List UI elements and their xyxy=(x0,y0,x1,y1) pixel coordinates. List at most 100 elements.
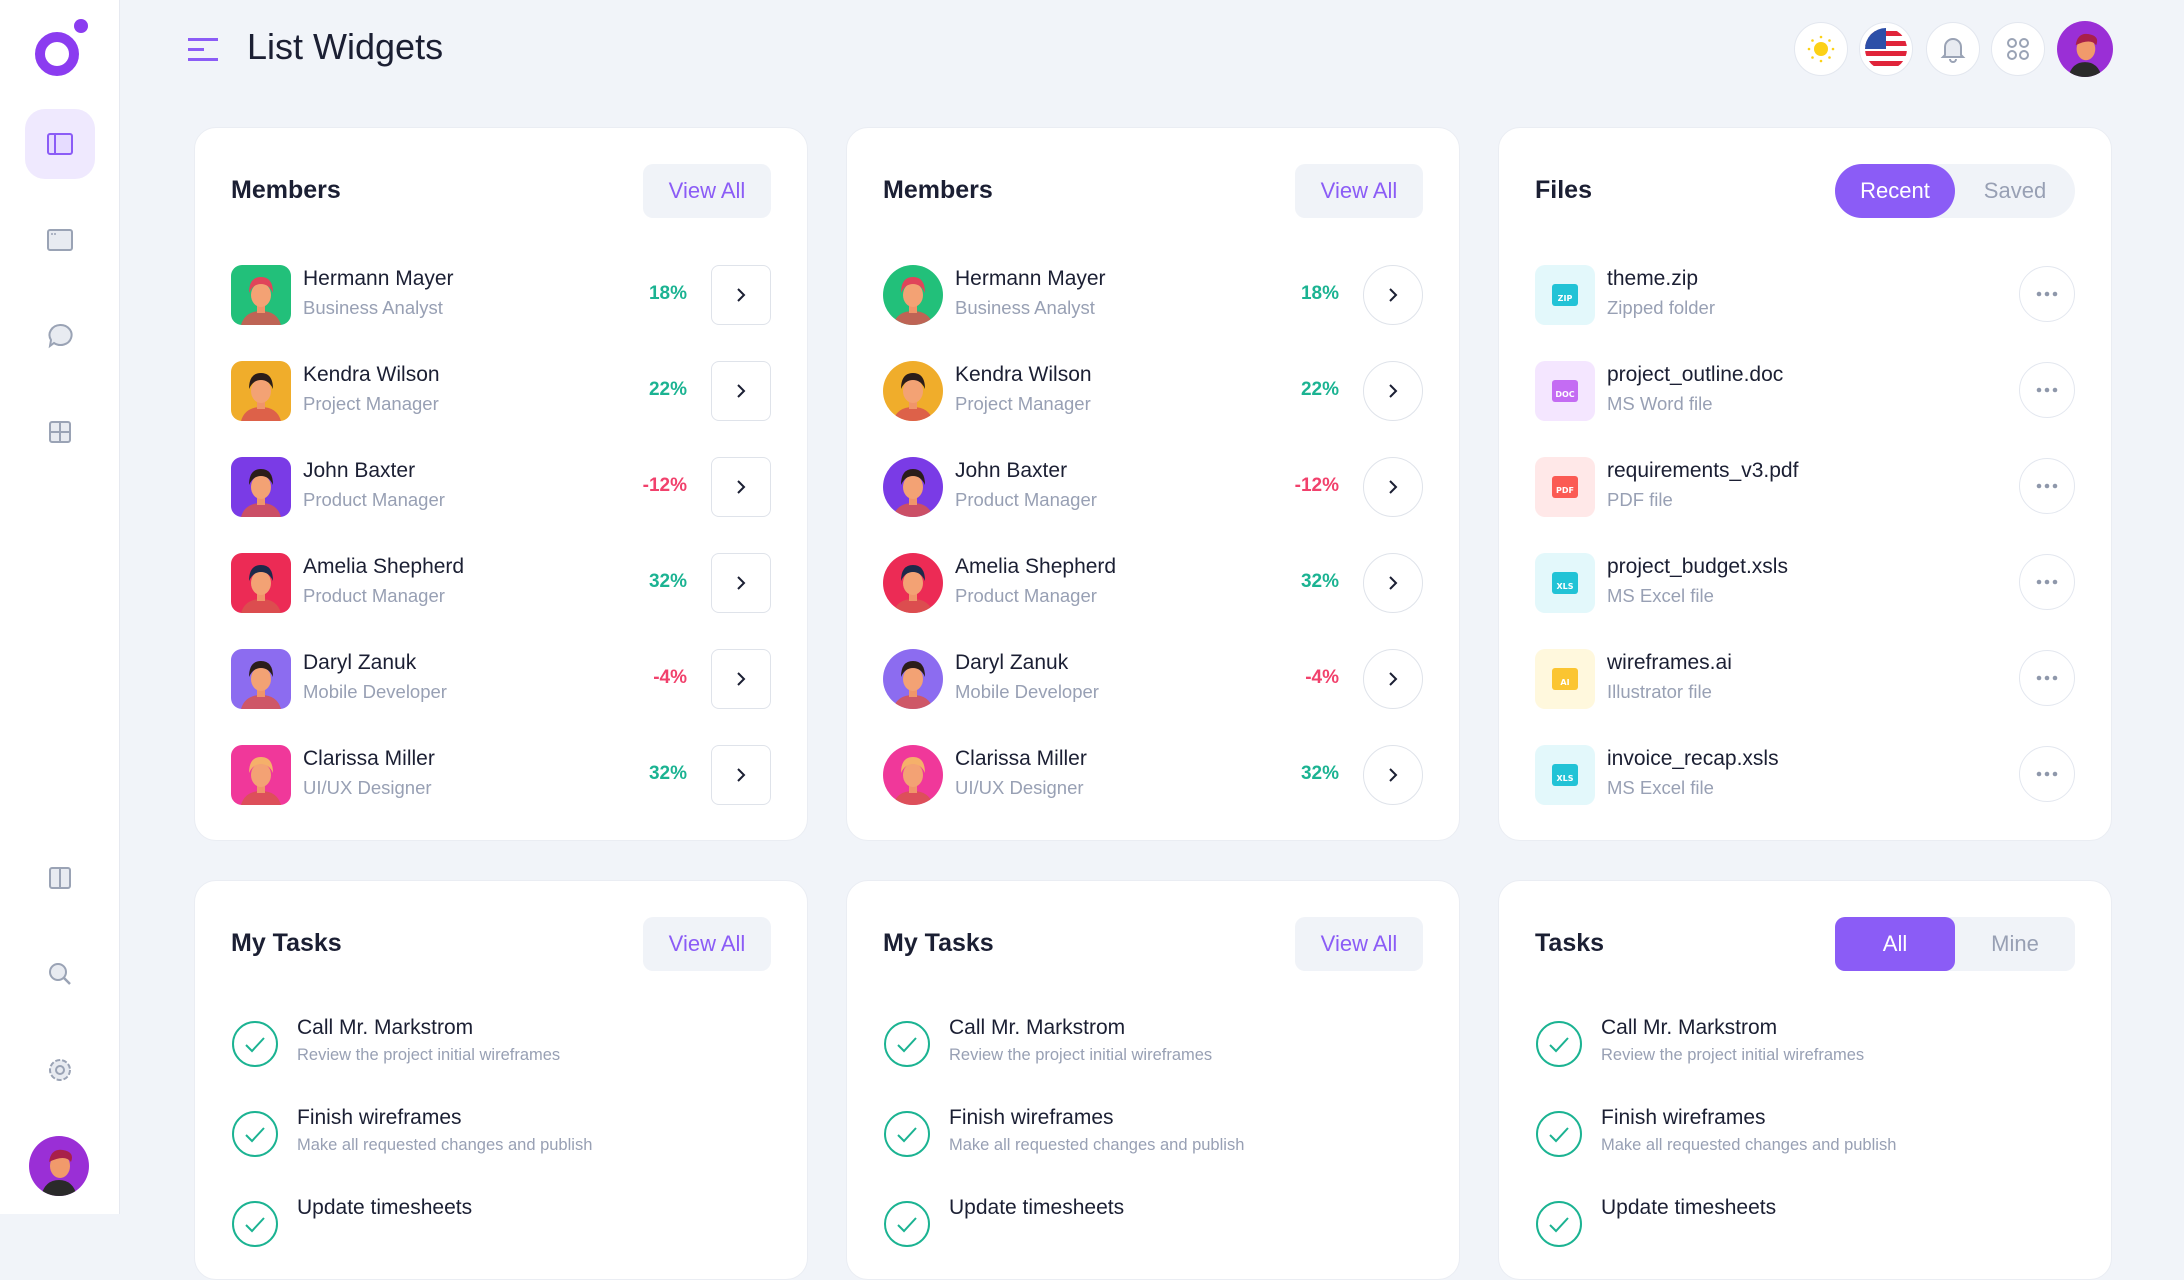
task-title[interactable]: Finish wireframes xyxy=(949,1106,1114,1129)
member-name[interactable]: Daryl Zanuk xyxy=(955,651,1069,674)
member-open-button[interactable] xyxy=(1363,553,1423,613)
file-more-button[interactable] xyxy=(2019,266,2075,322)
task-item: Finish wireframes Make all requested chan… xyxy=(231,1106,771,1160)
tab-recent[interactable]: Recent xyxy=(1835,164,1955,218)
member-name[interactable]: John Baxter xyxy=(303,459,416,482)
task-item: Finish wireframes Make all requested chan… xyxy=(1535,1106,2075,1160)
task-title[interactable]: Call Mr. Markstrom xyxy=(949,1016,1126,1039)
member-name[interactable]: Hermann Mayer xyxy=(955,267,1106,290)
task-checkbox[interactable] xyxy=(231,1110,279,1158)
member-open-button[interactable] xyxy=(1363,745,1423,805)
member-avatar xyxy=(883,457,943,517)
file-xls-icon: XLS xyxy=(1535,553,1595,613)
member-open-button[interactable] xyxy=(711,649,771,709)
task-title[interactable]: Update timesheets xyxy=(949,1196,1125,1219)
member-name[interactable]: Clarissa Miller xyxy=(303,747,435,770)
member-open-button[interactable] xyxy=(711,361,771,421)
file-more-button[interactable] xyxy=(2019,554,2075,610)
member-name[interactable]: Kendra Wilson xyxy=(955,363,1092,386)
file-more-button[interactable] xyxy=(2019,650,2075,706)
file-name[interactable]: theme.zip xyxy=(1607,267,1699,290)
file-name[interactable]: project_budget.xsls xyxy=(1607,555,1788,578)
task-checkbox[interactable] xyxy=(1535,1020,1583,1068)
member-avatar xyxy=(883,553,943,613)
task-title[interactable]: Call Mr. Markstrom xyxy=(1601,1016,1778,1039)
sidebar-item-window[interactable] xyxy=(25,205,95,275)
chevron-right-icon xyxy=(737,384,746,398)
member-change: 32% xyxy=(648,571,687,592)
members-card: Members View All Hermann Mayer Business Ana… xyxy=(194,127,808,841)
task-checkbox[interactable] xyxy=(883,1110,931,1158)
task-title[interactable]: Finish wireframes xyxy=(297,1106,462,1129)
member-open-button[interactable] xyxy=(711,745,771,805)
header-user-avatar[interactable] xyxy=(2057,21,2113,77)
sidebar-item-columns[interactable] xyxy=(25,843,95,913)
sidebar-item-chat[interactable] xyxy=(25,301,95,371)
task-title[interactable]: Update timesheets xyxy=(297,1196,473,1219)
check-circle-icon xyxy=(884,1111,930,1157)
tab-saved[interactable]: Saved xyxy=(1983,178,2047,203)
member-name[interactable]: Hermann Mayer xyxy=(303,267,454,290)
task-checkbox[interactable] xyxy=(1535,1200,1583,1248)
tab-all[interactable]: All xyxy=(1835,917,1955,971)
chevron-right-icon xyxy=(1389,288,1398,302)
member-name[interactable]: Amelia Shepherd xyxy=(955,555,1117,578)
member-open-button[interactable] xyxy=(1363,649,1423,709)
task-title[interactable]: Finish wireframes xyxy=(1601,1106,1766,1129)
view-all-button[interactable]: View All xyxy=(1295,164,1423,218)
member-open-button[interactable] xyxy=(711,457,771,517)
chevron-right-icon xyxy=(737,480,746,494)
task-checkbox[interactable] xyxy=(231,1200,279,1248)
member-open-button[interactable] xyxy=(1363,265,1423,325)
member-name[interactable]: Daryl Zanuk xyxy=(303,651,417,674)
member-row: John Baxter Product Manager -12% xyxy=(883,457,1423,517)
notifications-button[interactable] xyxy=(1926,22,1980,76)
task-item: Finish wireframes Make all requested chan… xyxy=(883,1106,1423,1160)
file-name[interactable]: wireframes.ai xyxy=(1607,651,1732,674)
member-open-button[interactable] xyxy=(1363,361,1423,421)
tab-mine[interactable]: Mine xyxy=(1991,931,2039,956)
view-all-button[interactable]: View All xyxy=(643,164,771,218)
app-logo[interactable] xyxy=(30,18,92,80)
file-name[interactable]: invoice_recap.xsls xyxy=(1607,747,1779,770)
language-button[interactable] xyxy=(1859,22,1913,76)
file-row: AI wireframes.ai Illustrator file xyxy=(1535,649,2075,709)
member-open-button[interactable] xyxy=(711,553,771,613)
member-name[interactable]: Clarissa Miller xyxy=(955,747,1087,770)
check-circle-icon xyxy=(232,1021,278,1067)
task-title[interactable]: Call Mr. Markstrom xyxy=(297,1016,474,1039)
menu-toggle-icon[interactable] xyxy=(188,36,220,64)
file-more-button[interactable] xyxy=(2019,458,2075,514)
member-name[interactable]: Amelia Shepherd xyxy=(303,555,465,578)
member-role: Product Manager xyxy=(303,585,445,606)
view-all-button[interactable]: View All xyxy=(1295,917,1423,971)
member-open-button[interactable] xyxy=(1363,457,1423,517)
sidebar-item-settings[interactable] xyxy=(25,1035,95,1105)
member-open-button[interactable] xyxy=(711,265,771,325)
sidebar-item-search[interactable] xyxy=(25,939,95,1009)
file-name[interactable]: project_outline.doc xyxy=(1607,363,1784,386)
task-checkbox[interactable] xyxy=(231,1020,279,1068)
chevron-right-icon xyxy=(1389,576,1398,590)
user-avatar[interactable] xyxy=(29,1136,89,1196)
view-all-button[interactable]: View All xyxy=(643,917,771,971)
file-more-button[interactable] xyxy=(2019,362,2075,418)
file-type: Zipped folder xyxy=(1607,297,1715,318)
member-avatar xyxy=(883,265,943,325)
file-name[interactable]: requirements_v3.pdf xyxy=(1607,459,1799,482)
member-avatar xyxy=(231,265,291,325)
member-avatar xyxy=(231,649,291,709)
check-circle-icon xyxy=(1536,1201,1582,1247)
sidebar-item-layout[interactable] xyxy=(25,109,95,179)
task-checkbox[interactable] xyxy=(883,1020,931,1068)
task-title[interactable]: Update timesheets xyxy=(1601,1196,1777,1219)
task-checkbox[interactable] xyxy=(1535,1110,1583,1158)
theme-toggle-button[interactable] xyxy=(1794,22,1848,76)
file-more-button[interactable] xyxy=(2019,746,2075,802)
sidebar-item-grid[interactable] xyxy=(25,397,95,467)
task-checkbox[interactable] xyxy=(883,1200,931,1248)
more-horizontal-icon xyxy=(2036,483,2058,489)
member-name[interactable]: Kendra Wilson xyxy=(303,363,440,386)
member-name[interactable]: John Baxter xyxy=(955,459,1068,482)
apps-button[interactable] xyxy=(1991,22,2045,76)
